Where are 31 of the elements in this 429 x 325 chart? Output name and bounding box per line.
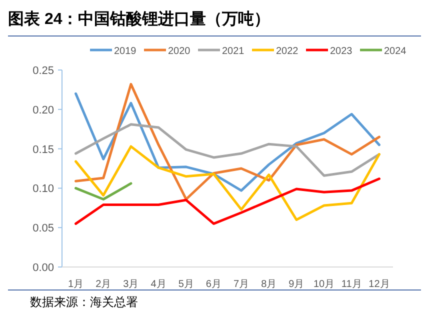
line-series xyxy=(74,123,380,177)
x-tick-label: 2月 xyxy=(96,279,112,290)
x-tick-label: 3月 xyxy=(123,279,139,290)
x-tick-label: 12月 xyxy=(368,279,390,290)
x-tick-label: 1月 xyxy=(68,279,84,290)
y-tick-label: 0.25 xyxy=(32,65,54,77)
y-tick-label: 0.10 xyxy=(32,183,54,196)
source-note: 数据来源：海关总署 xyxy=(30,295,138,309)
x-tick-label: 7月 xyxy=(234,279,250,290)
legend-label: 2021 xyxy=(222,46,245,57)
y-tick-label: 0.05 xyxy=(32,222,54,235)
line-series xyxy=(74,145,380,221)
x-tick-label: 6月 xyxy=(206,279,222,290)
line-series xyxy=(74,92,380,192)
line-series xyxy=(74,82,380,200)
x-tick-label: 11月 xyxy=(341,279,362,290)
line-series xyxy=(74,177,380,225)
legend-label: 2022 xyxy=(276,46,299,57)
y-tick-label: 0.00 xyxy=(32,262,54,274)
x-tick-label: 4月 xyxy=(150,279,166,290)
x-tick-label: 9月 xyxy=(288,279,304,290)
chart-title: 图表 24：中国钴酸锂进口量（万吨） xyxy=(8,10,270,28)
x-tick-label: 8月 xyxy=(261,279,277,290)
y-tick-label: 0.20 xyxy=(32,104,54,116)
y-tick-label: 0.15 xyxy=(32,144,54,156)
legend-label: 2020 xyxy=(168,46,191,57)
x-tick-label: 5月 xyxy=(178,279,194,290)
legend-label: 2023 xyxy=(330,46,353,57)
legend-label: 2019 xyxy=(114,46,137,57)
legend-label: 2024 xyxy=(384,46,407,57)
x-tick-label: 10月 xyxy=(313,279,335,290)
